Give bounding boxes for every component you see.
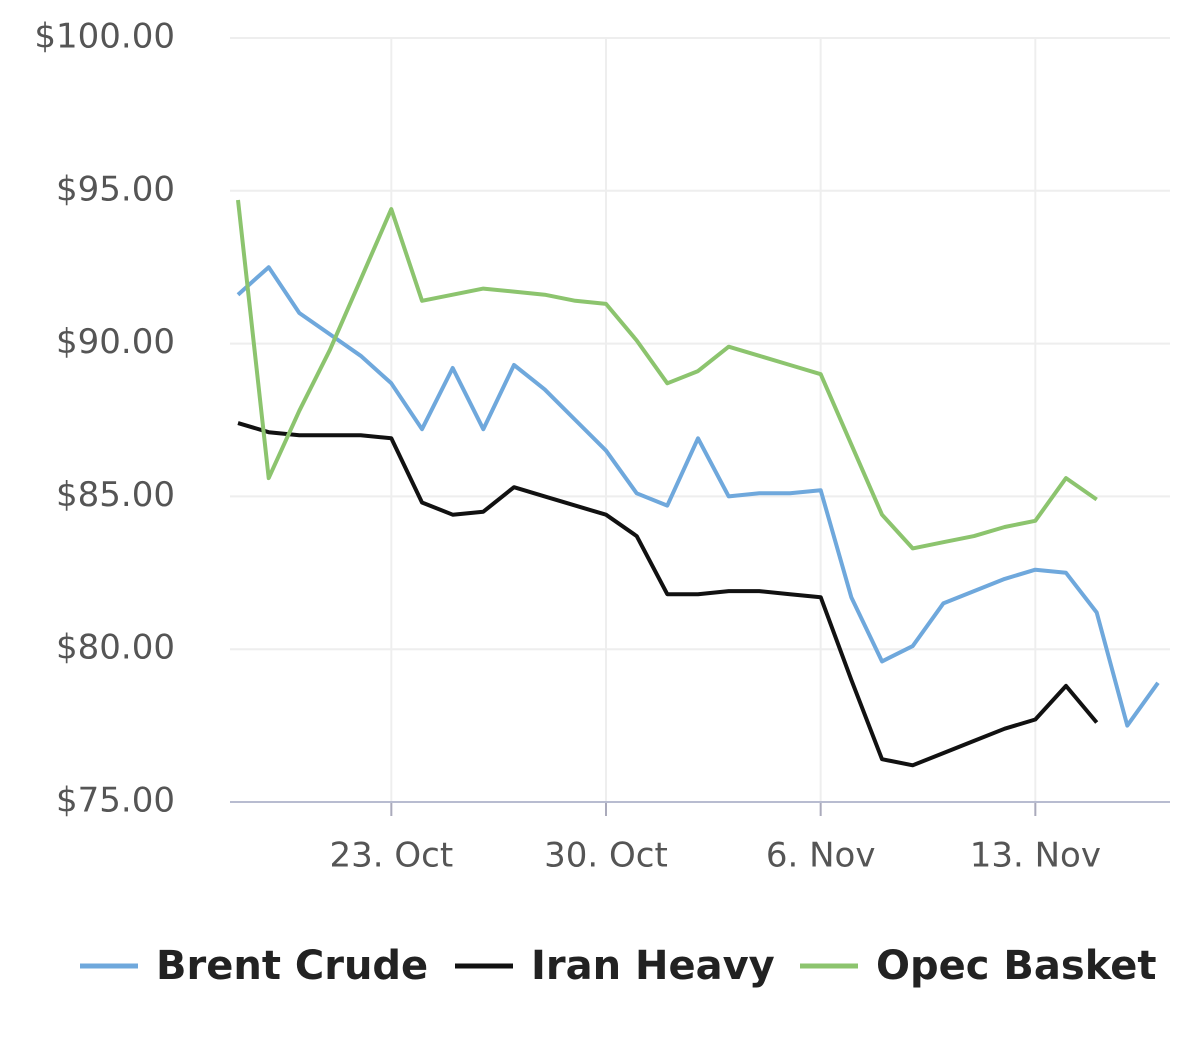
x-tick-label: 23. Oct [329,836,453,876]
y-tick-label: $100.00 [34,17,175,57]
y-tick-label: $75.00 [56,781,175,821]
series-line [236,199,1098,551]
x-tick-label: 30. Oct [544,836,668,876]
y-tick-label: $95.00 [56,169,175,209]
legend-label: Iran Heavy [531,943,775,989]
legend: Brent Crude Iran Heavy Opec Basket [80,943,1156,989]
legend-label: Brent Crude [156,943,428,989]
y-tick-label: $90.00 [56,322,175,362]
y-tick-label: $85.00 [56,475,175,515]
series-line [236,265,1160,728]
x-tick-label: 13. Nov [970,836,1101,876]
series-line [237,421,1099,768]
x-tick-label: 6. Nov [766,836,876,876]
y-tick-label: $80.00 [56,628,175,668]
legend-label: Opec Basket [876,943,1156,989]
